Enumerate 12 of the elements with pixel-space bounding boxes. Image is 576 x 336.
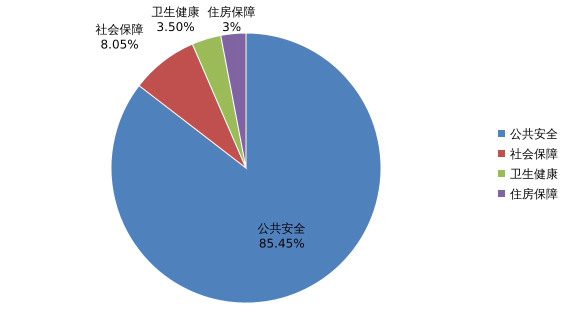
slice-label: 公共安全 bbox=[258, 222, 306, 236]
data-label: 85.45% bbox=[258, 236, 305, 251]
legend-label: 社会保障 bbox=[510, 147, 558, 161]
legend-label: 住房保障 bbox=[509, 187, 558, 201]
data-label: 3% bbox=[222, 20, 242, 34]
legend-label: 公共安全 bbox=[510, 127, 558, 141]
data-label: 3.50% bbox=[156, 20, 195, 34]
slice-label: 社会保障 bbox=[96, 22, 144, 36]
slice-label: 卫生健康 bbox=[152, 5, 200, 19]
data-label: 8.05% bbox=[100, 37, 139, 52]
slice-label: 住房保障 bbox=[206, 5, 256, 19]
legend-label: 卫生健康 bbox=[510, 167, 558, 181]
